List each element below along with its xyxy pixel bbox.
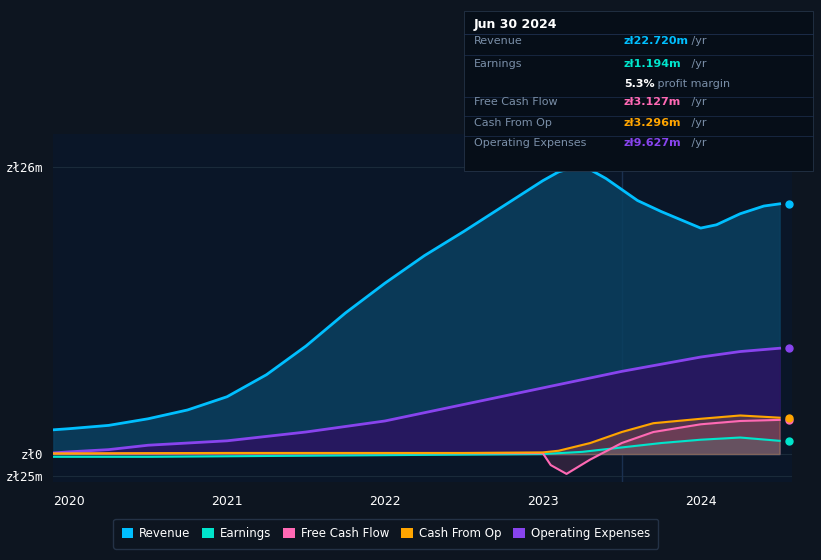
Text: Jun 30 2024: Jun 30 2024 xyxy=(474,18,557,31)
Text: /yr: /yr xyxy=(688,36,707,46)
Text: Operating Expenses: Operating Expenses xyxy=(474,138,586,148)
Text: zł1.194m: zł1.194m xyxy=(624,59,681,69)
Text: 5.3%: 5.3% xyxy=(624,79,654,89)
Text: Revenue: Revenue xyxy=(474,36,522,46)
Text: zł22.720m: zł22.720m xyxy=(624,36,689,46)
Text: /yr: /yr xyxy=(688,59,707,69)
Text: Cash From Op: Cash From Op xyxy=(474,118,552,128)
Text: profit margin: profit margin xyxy=(654,79,730,89)
Text: /yr: /yr xyxy=(688,118,707,128)
Text: zł3.296m: zł3.296m xyxy=(624,118,681,128)
Legend: Revenue, Earnings, Free Cash Flow, Cash From Op, Operating Expenses: Revenue, Earnings, Free Cash Flow, Cash … xyxy=(113,519,658,549)
Text: Earnings: Earnings xyxy=(474,59,522,69)
Text: zł3.127m: zł3.127m xyxy=(624,97,681,108)
Text: zł9.627m: zł9.627m xyxy=(624,138,681,148)
Text: /yr: /yr xyxy=(688,138,707,148)
Text: /yr: /yr xyxy=(688,97,707,108)
Text: Free Cash Flow: Free Cash Flow xyxy=(474,97,557,108)
